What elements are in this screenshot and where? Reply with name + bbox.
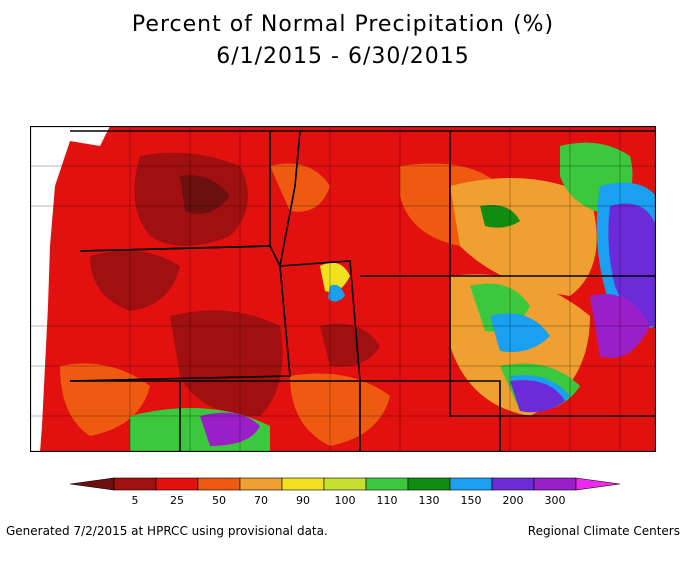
legend-label: 70	[254, 494, 268, 507]
legend-bin	[533, 477, 577, 491]
very-dry-region	[180, 175, 230, 214]
legend-bin	[323, 477, 367, 491]
legend-bin-above	[575, 477, 621, 491]
legend-label: 150	[461, 494, 482, 507]
purple-region-co	[510, 380, 565, 413]
dry-region-or-south	[170, 310, 283, 416]
legend-bin	[365, 477, 409, 491]
legend-colorbar: 5 25 50 70 90 100 110 130 150 200 300	[69, 477, 621, 507]
legend-bin	[449, 477, 493, 491]
legend-bin	[155, 477, 199, 491]
legend-bin	[113, 477, 157, 491]
legend-bin	[197, 477, 241, 491]
legend-label: 90	[296, 494, 310, 507]
legend-label: 110	[377, 494, 398, 507]
yellow-region	[320, 262, 350, 292]
orange-region-1	[270, 163, 330, 212]
legend-label: 300	[545, 494, 566, 507]
legend-label: 50	[212, 494, 226, 507]
generated-note: Generated 7/2/2015 at HPRCC using provis…	[6, 524, 328, 538]
legend-label: 200	[503, 494, 524, 507]
map-frame	[30, 126, 656, 452]
legend-bin	[239, 477, 283, 491]
ocean-area	[30, 126, 110, 452]
legend-label: 25	[170, 494, 184, 507]
legend-label: 5	[132, 494, 139, 507]
blue-region-wy	[490, 313, 550, 352]
legend-bin	[407, 477, 451, 491]
precipitation-map	[30, 126, 656, 452]
dry-region-id	[320, 323, 380, 367]
dry-region-or-west	[90, 250, 180, 311]
county-boundaries	[30, 126, 656, 452]
legend-bin	[281, 477, 325, 491]
map-title: Percent of Normal Precipitation (%)	[131, 12, 555, 37]
blue-spot-id	[328, 284, 345, 302]
state-boundaries	[69, 130, 656, 452]
date-range: 6/1/2015 - 6/30/2015	[216, 44, 470, 69]
legend-bin-below	[69, 477, 115, 491]
orange-region-nv	[290, 373, 390, 446]
legend-label: 100	[335, 494, 356, 507]
source-label: Regional Climate Centers	[527, 524, 680, 538]
legend-label: 130	[419, 494, 440, 507]
legend-bin	[491, 477, 535, 491]
violet-region-south	[200, 412, 260, 446]
